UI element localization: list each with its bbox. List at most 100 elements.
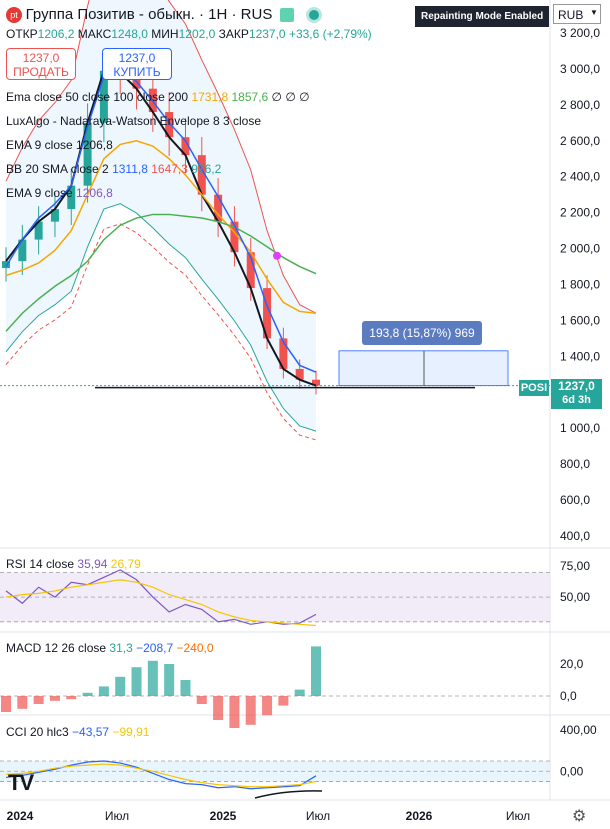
tradingview-logo-icon[interactable]: TV: [8, 770, 34, 795]
bollinger-lower-line: [5, 203, 317, 432]
price-axis-tick: 3 000,0: [560, 62, 600, 76]
time-axis-tick: 2024: [7, 809, 34, 823]
ema100-line: [5, 213, 317, 332]
rsi-legend[interactable]: RSI 14 close 35,94 26,79: [6, 557, 141, 571]
high-label: МАКС: [77, 27, 112, 41]
time-axis-tick: 2026: [406, 809, 433, 823]
macd-histogram-bar: [229, 696, 240, 728]
macd-label: MACD 12 26 close: [6, 641, 107, 655]
macd-histogram-bar: [1, 696, 11, 712]
currency-select[interactable]: RUB: [553, 4, 601, 24]
macd-histogram-bar: [180, 680, 191, 696]
luxalgo-legend[interactable]: LuxAlgo - Nadaraya-Watson Envelope 8 3 c…: [6, 114, 261, 128]
ema50-line: [5, 140, 317, 314]
price-tag-value: 1237,0: [558, 379, 595, 393]
ema-multi-v3: ∅: [271, 90, 282, 104]
sell-button[interactable]: 1237,0 ПРОДАТЬ: [6, 48, 76, 80]
candle-body: [230, 221, 239, 253]
flag-icon[interactable]: [279, 7, 294, 22]
candle-body: [312, 379, 320, 386]
low-value: 1202,0: [178, 27, 216, 41]
cci-legend[interactable]: CCI 20 hlc3 −43,57 −99,91: [6, 725, 149, 739]
macd-histogram-bar: [245, 696, 256, 725]
macd-histogram-bar: [66, 696, 77, 700]
candle-body: [18, 239, 27, 262]
buy-price: 1237,0: [118, 51, 156, 65]
macd-legend[interactable]: MACD 12 26 close 31,3 −208,7 −240,0: [6, 641, 214, 655]
time-axis-tick: Июл: [306, 809, 330, 823]
macd-histogram-bar: [17, 696, 28, 709]
macd-histogram-bar: [82, 692, 93, 696]
macd-histogram-bar: [311, 646, 321, 696]
symbol-title[interactable]: Группа Позитив - обыкн. · 1Н · RUS: [25, 6, 273, 24]
bb-basis-line: [5, 68, 317, 373]
candle-body: [279, 338, 288, 369]
ema9a-legend[interactable]: EMA 9 close 1206,8: [6, 138, 113, 152]
ema-multi-v1: 1731,8: [191, 90, 229, 104]
macd-histogram-bar: [164, 664, 175, 696]
candle-body: [34, 221, 43, 240]
macd-histogram-bar: [49, 696, 60, 701]
macd-histogram-bar: [33, 696, 44, 704]
bollinger-band-fill: [6, 0, 316, 432]
price-tag-symbol: POSI: [519, 380, 549, 396]
price-axis-tick: 1 600,0: [560, 313, 600, 327]
change-value: +33,6 (+2,79%): [288, 27, 372, 41]
price-axis-tick: 2 800,0: [560, 98, 600, 112]
price-tag: 1237,0 6d 3h: [551, 379, 602, 409]
measure-label[interactable]: 193,8 (15,87%) 969: [362, 321, 482, 345]
ema9-line: [5, 69, 317, 387]
price-axis-tick: 400,0: [560, 529, 590, 543]
rsi-axis-tick: 50,00: [560, 590, 590, 604]
live-dot-icon: [305, 6, 322, 23]
ema-multi-legend[interactable]: Ema close 50 close 100 close 200 1731,8 …: [6, 90, 310, 104]
macd-histogram-bar: [115, 676, 126, 696]
candle-body: [67, 185, 76, 210]
sell-price: 1237,0: [22, 51, 60, 65]
buy-button[interactable]: 1237,0 КУПИТЬ: [102, 48, 172, 80]
cci-label: CCI 20 hlc3: [6, 725, 69, 739]
price-axis-tick: 2 000,0: [560, 242, 600, 256]
price-axis-tick: 800,0: [560, 457, 590, 471]
rsi-v1: 35,94: [77, 557, 108, 571]
macd-v1: 31,3: [109, 641, 133, 655]
macd-histogram-bar: [196, 696, 207, 704]
candle-body: [246, 252, 255, 289]
ema9a-value: 1206,8: [76, 138, 113, 152]
luxalgo-label: LuxAlgo - Nadaraya-Watson Envelope 8 3 c…: [6, 114, 262, 128]
macd-histogram-bar: [278, 696, 289, 706]
candle-body: [83, 122, 92, 186]
candle-body: [197, 155, 206, 195]
price-axis-tick: 2 400,0: [560, 170, 600, 184]
macd-axis-tick: 0,0: [560, 689, 577, 703]
ema-multi-v2: 1857,6: [231, 90, 269, 104]
time-axis-tick: Июл: [105, 809, 129, 823]
settings-gear-icon[interactable]: ⚙: [572, 808, 587, 825]
bb-legend[interactable]: BB 20 SMA close 2 1311,8 1647,3 976,2: [6, 162, 221, 176]
price-axis-tick: 1 400,0: [560, 349, 600, 363]
cci-axis-tick: 400,00: [560, 723, 597, 737]
price-axis-tick: 2 200,0: [560, 206, 600, 220]
candle-body: [295, 368, 304, 380]
cci-v2: −99,91: [112, 725, 150, 739]
envelope-lower-line: [5, 223, 317, 441]
macd-axis-tick: 20,0: [560, 657, 584, 671]
open-label: ОТКР: [6, 27, 38, 41]
rsi-line: [5, 569, 317, 625]
ema9a-label: EMA 9 close: [6, 138, 73, 152]
cci-v1: −43,57: [72, 725, 110, 739]
ema9b-legend[interactable]: EMA 9 close 1206,8: [6, 186, 113, 200]
ohlc-row: ОТКР1206,2 МАКС1248,0 МИН1202,0 ЗАКР1237…: [6, 27, 372, 41]
macd-histogram-bar: [147, 660, 158, 696]
header-title-row: pt Группа Позитив - обыкн. · 1Н · RUS: [6, 6, 322, 23]
macd-histogram-bar: [98, 686, 109, 696]
buy-label: КУПИТЬ: [113, 65, 161, 79]
macd-v2: −208,7: [136, 641, 174, 655]
open-value: 1206,2: [37, 27, 75, 41]
sell-label: ПРОДАТЬ: [13, 65, 69, 79]
candle-body: [50, 209, 59, 222]
macd-histogram-bar: [294, 689, 305, 696]
candle-body: [263, 288, 272, 339]
ema9b-value: 1206,8: [76, 186, 113, 200]
close-value: 1237,0: [248, 27, 286, 41]
